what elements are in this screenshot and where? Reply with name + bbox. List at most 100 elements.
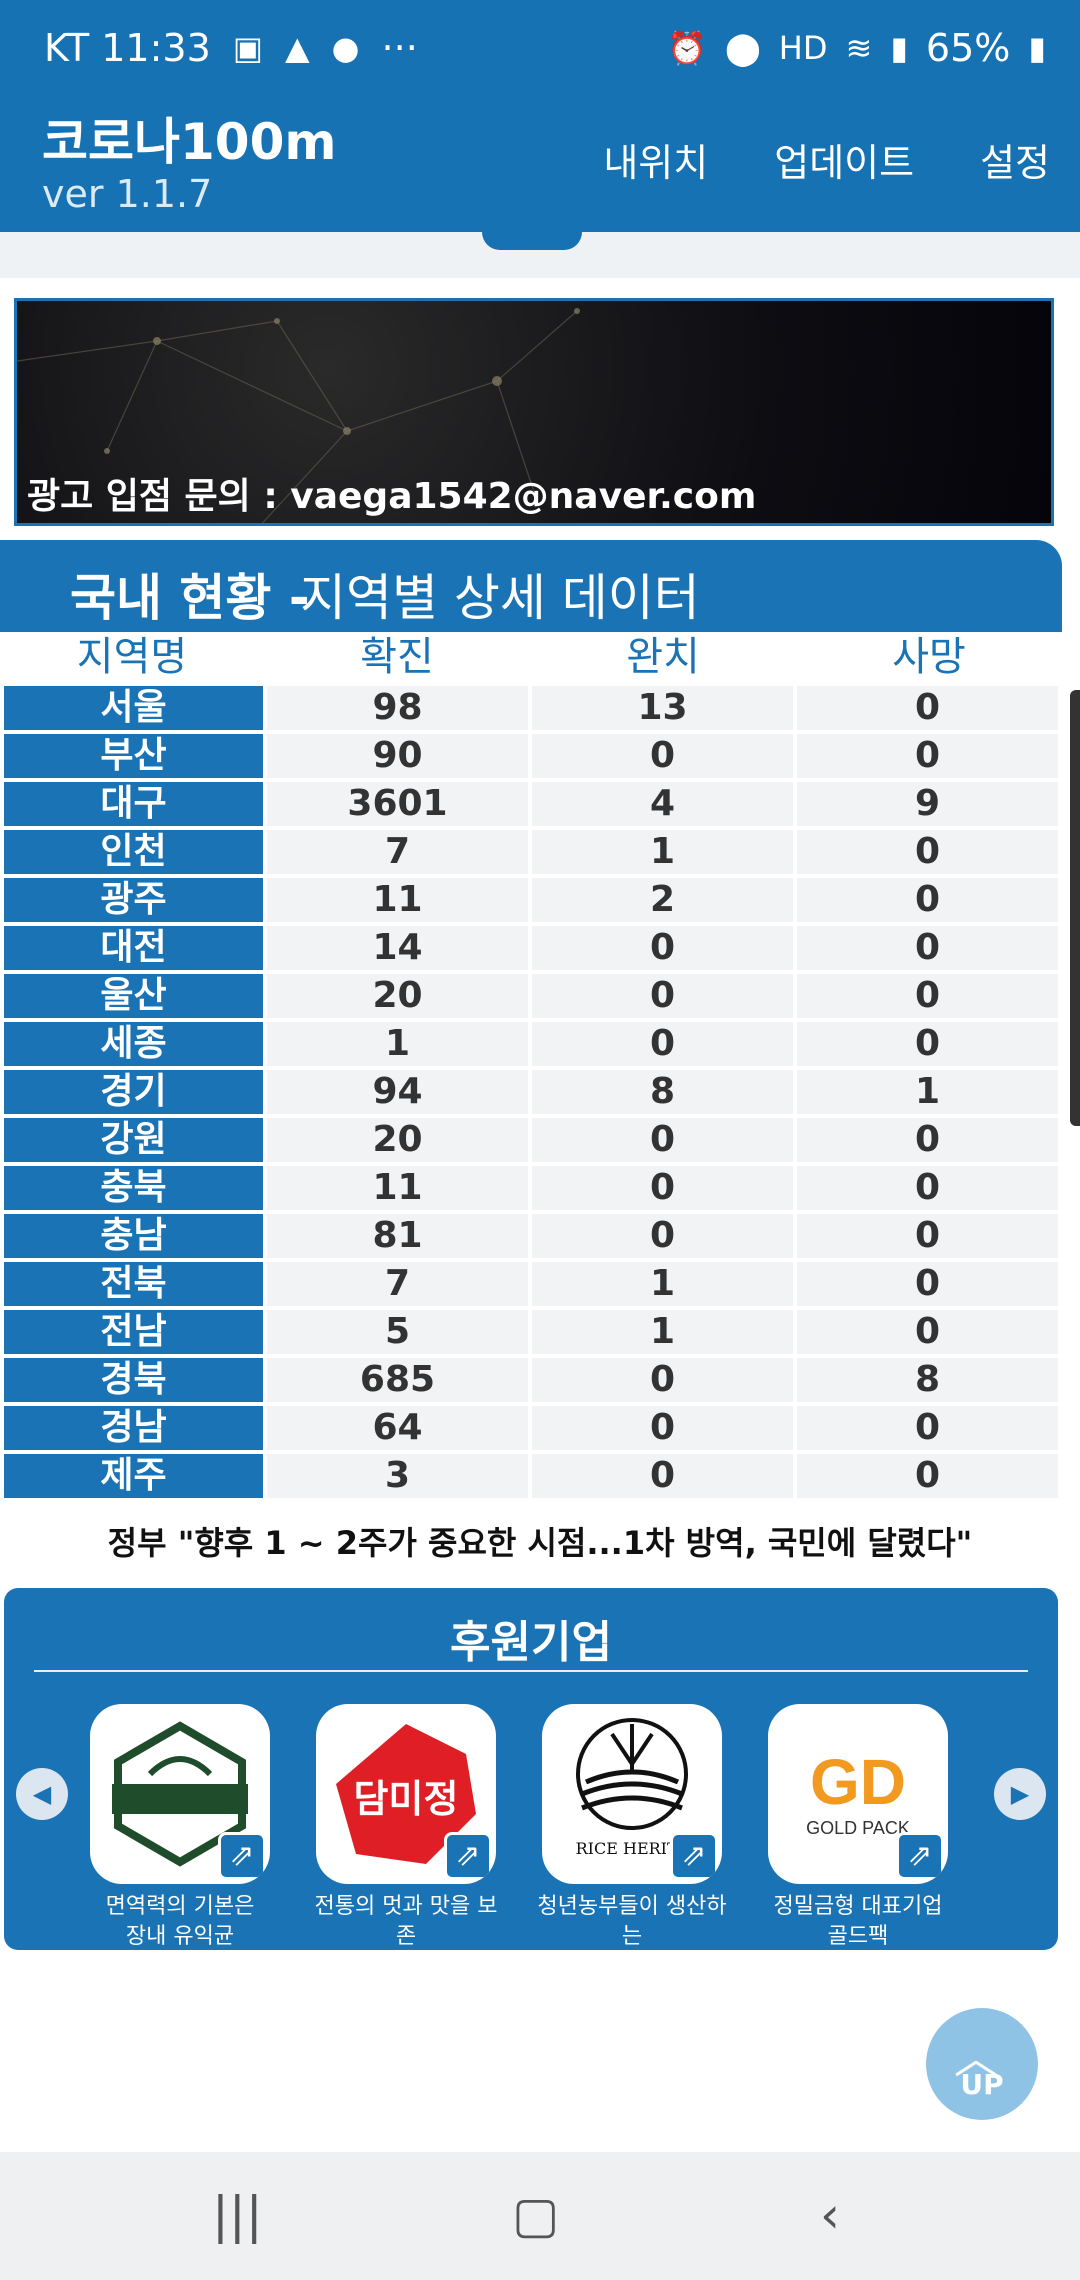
sponsor-caption-2: 건강먹거리: [581, 1954, 683, 1979]
sponsor-item[interactable]: GD GOLD PACK ⇗ 정밀금형 대표기업 골드팩: [758, 1704, 958, 1952]
death-count: 0: [797, 926, 1058, 970]
recovered-count: 0: [532, 734, 793, 778]
signal-icon: ▮: [890, 29, 908, 67]
recent-apps-icon[interactable]: |||: [212, 2186, 263, 2244]
prev-arrow-icon[interactable]: ◀: [16, 1768, 68, 1820]
svg-text:GD: GD: [810, 1746, 906, 1818]
table-row: 강원 20 0 0: [4, 1118, 1060, 1162]
app-version: ver 1.1.7: [42, 172, 213, 216]
next-arrow-icon[interactable]: ▶: [994, 1768, 1046, 1820]
recovered-count: 0: [532, 1166, 793, 1210]
table-row: 경남 64 0 0: [4, 1406, 1060, 1450]
ad-banner-text: 광고 입점 문의 : vaega1542@naver.com: [27, 476, 757, 517]
confirmed-count: 81: [267, 1214, 528, 1258]
table-row: 서울 98 13 0: [4, 686, 1060, 730]
table-row: 부산 90 0 0: [4, 734, 1060, 778]
recovered-count: 1: [532, 1310, 793, 1354]
svg-text:담미정: 담미정: [354, 1777, 459, 1821]
recovered-count: 0: [532, 1406, 793, 1450]
system-nav-bar: ||| ▢ ‹: [0, 2152, 1080, 2280]
region-name: 서울: [4, 686, 263, 730]
menu-settings[interactable]: 설정: [980, 141, 1050, 185]
scroll-up-button[interactable]: ︿ UP: [926, 2008, 1038, 2120]
region-name: 제주: [4, 1454, 263, 1498]
table-row: 충북 11 0 0: [4, 1166, 1060, 1210]
external-link-icon: ⇗: [896, 1832, 944, 1880]
table-row: 경기 94 8 1: [4, 1070, 1060, 1114]
status-bar: KT 11:33 ▣ ▲ ● ··· ⏰ ⬤ HD ≋ ▮ 65% ▮: [0, 0, 1080, 100]
external-link-icon: ⇗: [670, 1832, 718, 1880]
confirmed-count: 7: [267, 1262, 528, 1306]
news-headline[interactable]: 정부 "향후 1 ~ 2주가 중요한 시점...1차 방역, 국민에 달렸다": [107, 1524, 973, 1562]
edge-panel-handle[interactable]: [1070, 690, 1080, 1126]
battery-icon: ▮: [1028, 29, 1046, 67]
table-row: 울산 20 0 0: [4, 974, 1060, 1018]
recovered-count: 13: [532, 686, 793, 730]
confirmed-count: 11: [267, 1166, 528, 1210]
menu-my-location[interactable]: 내위치: [603, 141, 709, 185]
ad-banner[interactable]: 광고 입점 문의 : vaega1542@naver.com: [14, 298, 1054, 526]
death-count: 0: [797, 686, 1058, 730]
app-menu: 내위치 업데이트 설정: [603, 132, 1050, 187]
farm-logo-icon: [112, 1721, 248, 1867]
sponsor-caption-2: 담미정한과: [355, 1954, 457, 1979]
recovered-count: 0: [532, 926, 793, 970]
death-count: 0: [797, 1262, 1058, 1306]
region-name: 인천: [4, 830, 263, 874]
table-row: 경북 685 0 8: [4, 1358, 1060, 1402]
goldpack-logo-icon: GD GOLD PACK: [806, 1746, 910, 1838]
battery-percent: 65%: [925, 26, 1011, 70]
sponsor-item[interactable]: 담미정 ⇗ 전통의 멋과 맛을 보존 담미정한과: [306, 1704, 506, 1982]
back-icon[interactable]: ‹: [820, 2186, 840, 2244]
section-title: 지역별 상세 데이터: [300, 569, 700, 627]
hd-icon: HD: [778, 29, 828, 67]
confirmed-count: 1: [267, 1022, 528, 1066]
region-name: 경기: [4, 1070, 263, 1114]
external-link-icon: ⇗: [218, 1832, 266, 1880]
death-count: 0: [797, 1214, 1058, 1258]
talk-icon: ●: [331, 29, 360, 67]
confirmed-count: 11: [267, 878, 528, 922]
death-count: 0: [797, 1310, 1058, 1354]
status-left: KT 11:33 ▣ ▲ ● ···: [44, 26, 418, 70]
recovered-count: 4: [532, 782, 793, 826]
table-row: 인천 7 1 0: [4, 830, 1060, 874]
network-graphic: [17, 308, 580, 523]
death-count: 0: [797, 830, 1058, 874]
death-count: 0: [797, 1118, 1058, 1162]
table-row: 대전 14 0 0: [4, 926, 1060, 970]
table-header: 지역명 확진 완치 사망: [0, 632, 1062, 682]
recovered-count: 8: [532, 1070, 793, 1114]
region-name: 울산: [4, 974, 263, 1018]
recovered-count: 0: [532, 1454, 793, 1498]
home-icon[interactable]: ▢: [512, 2186, 560, 2244]
confirmed-count: 90: [267, 734, 528, 778]
external-link-icon: ⇗: [444, 1832, 492, 1880]
pull-tab[interactable]: [482, 232, 582, 250]
confirmed-count: 3601: [267, 782, 528, 826]
confirmed-count: 5: [267, 1310, 528, 1354]
sponsor-item[interactable]: ⇗ 면역력의 기본은 장내 유익균: [80, 1704, 280, 1952]
chevron-up-icon: ︿: [954, 2033, 998, 2084]
confirmed-count: 7: [267, 830, 528, 874]
app-title: 코로나100m: [42, 113, 337, 171]
menu-update[interactable]: 업데이트: [774, 141, 915, 185]
death-count: 0: [797, 734, 1058, 778]
region-name: 세종: [4, 1022, 263, 1066]
sponsor-caption-2: 골드팩: [827, 1924, 889, 1949]
table-row: 대구 3601 4 9: [4, 782, 1060, 826]
confirmed-count: 14: [267, 926, 528, 970]
sponsor-logo: 담미정 ⇗: [316, 1704, 496, 1884]
death-count: 1: [797, 1070, 1058, 1114]
table-row: 세종 1 0 0: [4, 1022, 1060, 1066]
confirmed-count: 94: [267, 1070, 528, 1114]
image-icon: ▣: [232, 29, 264, 67]
more-icon: ···: [381, 26, 418, 70]
recovered-count: 0: [532, 1358, 793, 1402]
sponsor-section: 후원기업 ◀ ▶ ⇗ 면역력의 기본은 장내 유익균 담미정: [4, 1588, 1058, 1979]
dammijeong-logo-icon: 담미정: [336, 1724, 476, 1864]
recovered-count: 0: [532, 974, 793, 1018]
region-name: 충북: [4, 1166, 263, 1210]
table-row: 광주 11 2 0: [4, 878, 1060, 922]
sponsor-item[interactable]: RICE HERITA ⇗ 청년농부들이 생산하는 건강먹거리: [532, 1704, 732, 1982]
